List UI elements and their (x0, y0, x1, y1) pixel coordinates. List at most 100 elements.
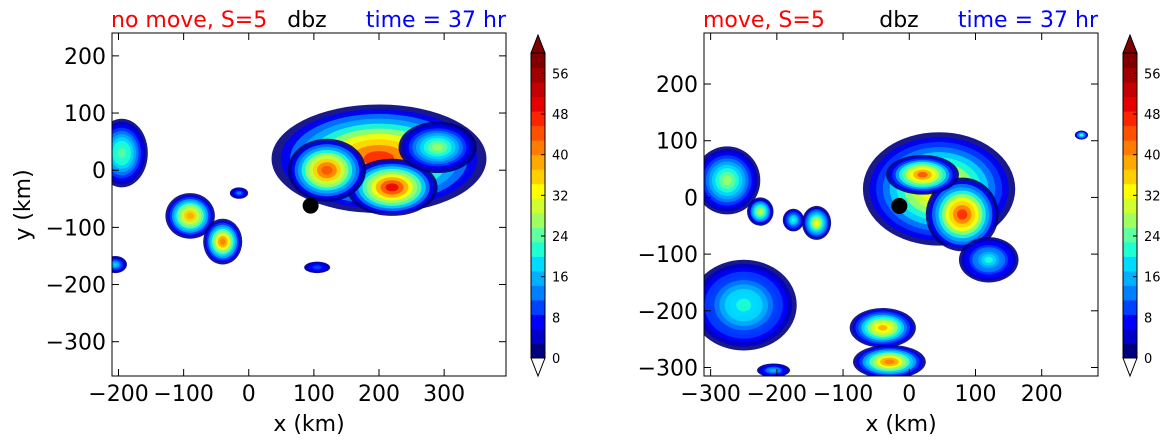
x-tick-label: 100 (954, 382, 996, 407)
colorbar-segment (1123, 140, 1137, 156)
panel-move: move, S=5 dbz time = 37 hr −300 −200 −100 0… (638, 8, 1161, 437)
x-tick-label: 300 (423, 382, 465, 407)
reflectivity-contour (884, 359, 895, 365)
colorbar: 56 48 40 32 24 16 8 0 (530, 33, 569, 378)
colorbar-tick-label: 8 (552, 311, 560, 326)
colorbar-tick-label: 32 (1144, 189, 1161, 204)
colorbar-segment (531, 183, 545, 199)
colorbar-segment (531, 82, 545, 98)
colorbar-tick-label: 56 (552, 67, 569, 82)
colorbar-segment (531, 256, 545, 272)
colorbar-segment (531, 169, 545, 185)
y-tick-label: −200 (638, 300, 698, 325)
colorbar-tick-label: 24 (1144, 230, 1161, 245)
colorbar-segment (1123, 169, 1137, 185)
colorbar-segment (531, 198, 545, 214)
y-ticks: 200 100 0 −100 −200 −300 (46, 45, 506, 356)
colorbar-segment (531, 140, 545, 156)
colorbar-segment (1123, 212, 1137, 228)
y-tick-label: −200 (46, 274, 106, 299)
colorbar-segment (531, 270, 545, 286)
colorbar-segment (531, 212, 545, 228)
colorbar-segment (531, 96, 545, 112)
x-tick-label: 200 (1021, 382, 1063, 407)
colorbar-segment (531, 241, 545, 257)
colorbar-segment (531, 285, 545, 301)
title-left: no move, S=5 (111, 8, 267, 33)
colorbar-segment (531, 53, 545, 69)
colorbar-tick-label: 48 (552, 108, 569, 123)
storm-center-marker (891, 197, 908, 214)
reflectivity-contour (791, 218, 795, 222)
reflectivity-contour (814, 220, 819, 226)
colorbar-segment (1123, 270, 1137, 286)
reflectivity-contour (113, 263, 117, 266)
x-axis-label: x (km) (865, 412, 936, 437)
panel-no-move: no move, S=5 dbz time = 37 hr −200 −100 0 1… (11, 8, 569, 437)
colorbar-segment (1123, 82, 1137, 98)
colorbar-tick-label: 0 (1144, 352, 1152, 367)
reflectivity-contour (957, 209, 968, 220)
colorbar-segment (1123, 154, 1137, 170)
y-ticks: 200 100 0 −100 −200 −300 (638, 73, 1098, 381)
title-left: move, S=5 (703, 8, 825, 33)
plot-frame (703, 32, 1099, 377)
colorbar-tick-label: 24 (552, 230, 569, 245)
reflectivity-field (112, 104, 487, 274)
y-tick-label: 200 (64, 45, 106, 70)
x-tick-label: −300 (680, 382, 740, 407)
colorbar-segment (1123, 241, 1137, 257)
reflectivity-contour (722, 175, 732, 186)
reflectivity-contour (878, 325, 888, 331)
colorbar-tick-label: 32 (552, 189, 569, 204)
colorbar-min-extend (1122, 357, 1138, 378)
x-tick-label: −200 (88, 382, 148, 407)
y-tick-label: 100 (656, 130, 698, 155)
y-tick-label: −300 (46, 331, 106, 356)
reflectivity-field (704, 130, 1089, 376)
colorbar-segment (531, 314, 545, 330)
colorbar-segment (1123, 96, 1137, 112)
x-tick-label: −100 (153, 382, 213, 407)
storm-center-marker (302, 197, 319, 214)
reflectivity-contour (186, 212, 194, 220)
colorbar-segment (1123, 314, 1137, 330)
x-ticks: −200 −100 0 100 200 300 (88, 33, 465, 407)
x-tick-label: 100 (293, 382, 335, 407)
y-tick-label: −100 (46, 216, 106, 241)
colorbar-segment (1123, 198, 1137, 214)
colorbar-min-extend (530, 357, 546, 378)
colorbar-segment (531, 299, 545, 315)
reflectivity-contour (237, 192, 241, 195)
colorbar-tick-label: 40 (1144, 149, 1161, 164)
y-tick-label: 0 (684, 186, 698, 211)
reflectivity-contour (118, 148, 126, 158)
colorbar-segment (1123, 183, 1137, 199)
reflectivity-contour (758, 209, 763, 214)
reflectivity-contour (321, 165, 333, 175)
y-axis-label: y (km) (11, 169, 36, 240)
colorbar-segment (531, 154, 545, 170)
y-tick-label: −300 (638, 356, 698, 381)
x-tick-label: 0 (902, 382, 916, 407)
colorbar-tick-label: 16 (1144, 271, 1161, 286)
colorbar-segment (531, 67, 545, 83)
reflectivity-contour (219, 238, 226, 245)
colorbar-tick-label: 8 (1144, 311, 1152, 326)
colorbar-segment (1123, 343, 1137, 359)
reflectivity-contour (432, 143, 444, 151)
reflectivity-contour (771, 369, 776, 372)
x-tick-label: −100 (813, 382, 873, 407)
colorbar-segment (1123, 53, 1137, 69)
colorbar-tick-label: 48 (1144, 108, 1161, 123)
title-right: time = 37 hr (366, 8, 507, 33)
colorbar-segment (1123, 285, 1137, 301)
colorbar-segment (1123, 227, 1137, 243)
reflectivity-contour (315, 266, 319, 269)
colorbar-segment (531, 343, 545, 359)
plot-frame (111, 32, 507, 377)
x-ticks: −300 −200 −100 0 100 200 (680, 33, 1063, 407)
x-tick-label: 200 (358, 382, 400, 407)
colorbar-segment (1123, 328, 1137, 344)
